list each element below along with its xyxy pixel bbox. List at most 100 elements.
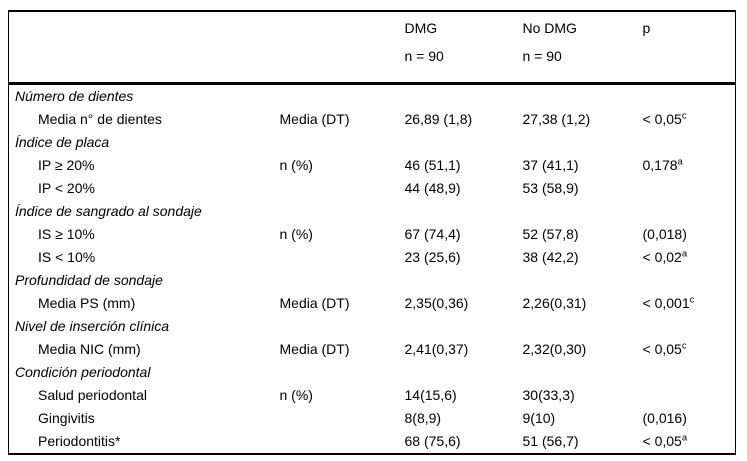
p-base: 0,178 [642, 157, 678, 173]
p-superscript: c [681, 110, 687, 122]
table-header: DMG n = 90 No DMG n = 90 p [8, 11, 736, 84]
table-row: Media PS (mm) Media (DT) 2,35(0,36) 2,26… [9, 292, 736, 315]
no-dmg-value: 27,38 (1,2) [522, 111, 591, 127]
no-dmg-value: 9(10) [522, 410, 556, 426]
row-label: Salud periodontal [38, 387, 147, 403]
no-dmg-value: 51 (56,7) [522, 433, 579, 449]
no-dmg-value: 52 (57,8) [522, 226, 579, 242]
section-label: Profundidad de sondaje [15, 272, 163, 288]
stat-cell [280, 407, 405, 430]
p-superscript: c [689, 294, 695, 306]
p-superscript: a [677, 156, 684, 168]
header-no-dmg-col: No DMG n = 90 [523, 11, 643, 84]
section-row: Índice de placa [9, 131, 736, 154]
stat-cell: n (%) [279, 226, 313, 242]
table-body: Número de dientes Media n° de dientes Me… [9, 84, 736, 455]
dmg-value: 2,41(0,37) [404, 341, 469, 357]
dmg-value: 68 (75,6) [404, 433, 461, 449]
table-row: Gingivitis 8(8,9) 9(10) (0,016) [9, 407, 736, 430]
stat-cell: n (%) [279, 387, 313, 403]
header-row: DMG n = 90 No DMG n = 90 p [8, 11, 736, 84]
dmg-value: 23 (25,6) [404, 249, 461, 265]
no-dmg-value: 37 (41,1) [522, 157, 579, 173]
row-label: IS < 10% [38, 249, 96, 265]
row-label: IS ≥ 10% [38, 226, 95, 242]
p-value: < 0,05a [643, 430, 736, 454]
p-base: < 0,05 [642, 341, 682, 357]
table-row: Media n° de dientes Media (DT) 26,89 (1,… [9, 108, 736, 131]
stat-cell: Media (DT) [279, 111, 350, 127]
p-base: < 0,05 [642, 111, 682, 127]
p-value: < 0,05c [643, 108, 736, 131]
row-label: Media PS (mm) [38, 295, 136, 311]
no-dmg-value: 38 (42,2) [522, 249, 579, 265]
p-base: (0,016) [642, 410, 687, 426]
header-no-dmg-label: No DMG [522, 20, 577, 36]
p-base: < 0,05 [642, 433, 682, 449]
section-row: Profundidad de sondaje [9, 269, 736, 292]
stat-cell [280, 177, 405, 200]
no-dmg-value: 53 (58,9) [522, 180, 579, 196]
table-row: IS ≥ 10% n (%) 67 (74,4) 52 (57,8) (0,01… [9, 223, 736, 246]
p-base: (0,018) [642, 226, 687, 242]
dmg-value: 67 (74,4) [404, 226, 461, 242]
dmg-value: 44 (48,9) [404, 180, 461, 196]
section-row: Condición periodontal [9, 361, 736, 384]
dmg-value: 14(15,6) [404, 387, 457, 403]
results-table: DMG n = 90 No DMG n = 90 p Número de die… [8, 10, 736, 455]
dmg-value: 26,89 (1,8) [404, 111, 473, 127]
header-no-dmg-n: n = 90 [522, 48, 562, 64]
p-superscript: a [681, 432, 688, 444]
header-dmg-col: DMG n = 90 [405, 11, 523, 84]
section-row: Número de dientes [9, 84, 736, 109]
section-row: Nivel de inserción clínica [9, 315, 736, 338]
p-base: < 0,001 [642, 295, 690, 311]
row-label: IP ≥ 20% [38, 157, 95, 173]
header-label-col [9, 11, 280, 84]
stat-cell: Media (DT) [279, 295, 350, 311]
p-base: < 0,02 [642, 249, 682, 265]
row-label: Periodontitis* [38, 433, 121, 449]
header-p-label: p [642, 20, 651, 36]
header-dmg-n: n = 90 [404, 48, 444, 64]
header-dmg-label: DMG [404, 20, 438, 36]
section-label: Número de dientes [15, 88, 134, 104]
no-dmg-value: 2,26(0,31) [522, 295, 587, 311]
p-value [643, 384, 736, 407]
no-dmg-value: 30(33,3) [522, 387, 575, 403]
stat-cell [280, 430, 405, 454]
p-value [643, 177, 736, 200]
p-value: 0,178a [643, 154, 736, 177]
section-row: Índice de sangrado al sondaje [9, 200, 736, 223]
header-p-col: p [643, 11, 736, 84]
section-label: Índice de placa [15, 134, 110, 150]
table-row: Media NIC (mm) Media (DT) 2,41(0,37) 2,3… [9, 338, 736, 361]
table-row: IP < 20% 44 (48,9) 53 (58,9) [9, 177, 736, 200]
p-superscript: c [681, 340, 687, 352]
p-value: (0,018) [643, 223, 736, 246]
row-label: Gingivitis [38, 410, 95, 426]
results-table-container: DMG n = 90 No DMG n = 90 p Número de die… [8, 10, 736, 455]
header-stat-col [280, 11, 405, 84]
p-value: < 0,001c [643, 292, 736, 315]
table-row: IP ≥ 20% n (%) 46 (51,1) 37 (41,1) 0,178… [9, 154, 736, 177]
stat-cell: n (%) [279, 157, 313, 173]
dmg-value: 2,35(0,36) [404, 295, 469, 311]
stat-cell: Media (DT) [279, 341, 350, 357]
p-superscript: a [681, 248, 688, 260]
section-label: Condición periodontal [15, 364, 151, 380]
stat-cell [280, 246, 405, 269]
table-row: Salud periodontal n (%) 14(15,6) 30(33,3… [9, 384, 736, 407]
section-label: Índice de sangrado al sondaje [15, 203, 202, 219]
row-label: IP < 20% [38, 180, 95, 196]
dmg-value: 8(8,9) [404, 410, 442, 426]
row-label: Media n° de dientes [38, 111, 162, 127]
table-row: Periodontitis* 68 (75,6) 51 (56,7) < 0,0… [9, 430, 736, 454]
dmg-value: 46 (51,1) [404, 157, 461, 173]
row-label: Media NIC (mm) [38, 341, 141, 357]
p-value: < 0,05c [643, 338, 736, 361]
section-label: Nivel de inserción clínica [15, 318, 170, 334]
table-row: IS < 10% 23 (25,6) 38 (42,2) < 0,02a [9, 246, 736, 269]
p-value: (0,016) [643, 407, 736, 430]
